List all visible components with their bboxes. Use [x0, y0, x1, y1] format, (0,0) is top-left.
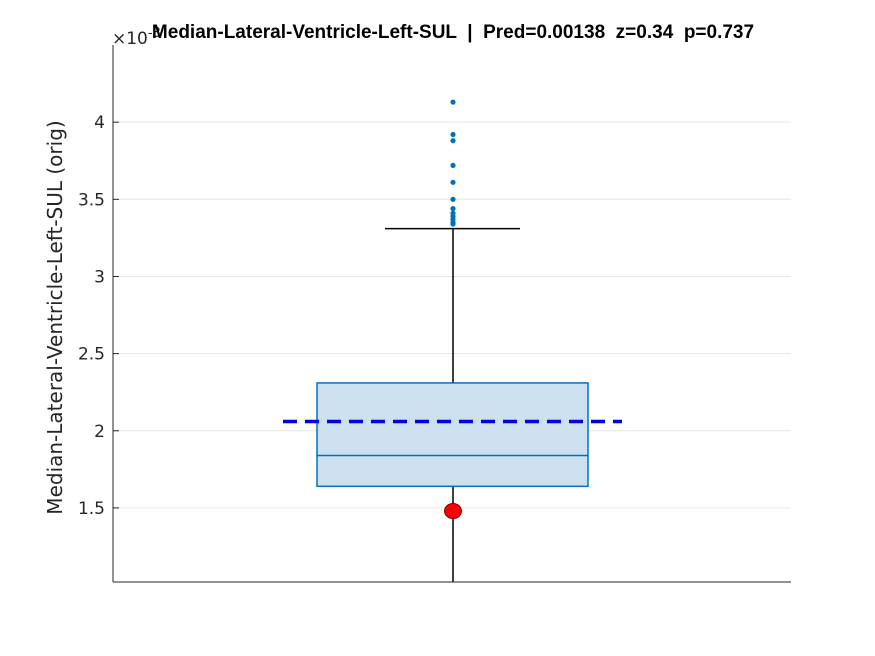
- box-plot: [283, 99, 622, 582]
- outlier-point: [450, 99, 456, 105]
- outlier-point: [450, 210, 456, 216]
- outlier-point: [450, 131, 456, 138]
- y-tick-label: 4: [94, 113, 105, 133]
- outlier-point: [450, 196, 456, 202]
- outlier-point: [450, 205, 456, 212]
- chart-title: Median-Lateral-Ventricle-Left-SUL | Pred…: [152, 22, 754, 43]
- y-multiplier: ×10: [112, 29, 148, 49]
- outlier-point: [450, 138, 456, 144]
- iqr-box: [316, 382, 589, 488]
- outlier-point: [450, 179, 456, 185]
- y-axis-label: Median-Lateral-Ventricle-Left-SUL (orig): [43, 120, 67, 514]
- y-tick-label: 2: [94, 422, 105, 442]
- outlier-point: [450, 162, 456, 168]
- y-tick-label: 3: [94, 267, 105, 287]
- y-tick-label: 2.5: [78, 345, 105, 365]
- prediction-marker: [444, 503, 462, 520]
- y-tick-label: 1.5: [78, 499, 105, 519]
- y-tick-label: 3.5: [78, 190, 105, 210]
- y-ticks: 1.5 2 2.5 3 3.5 4: [78, 113, 119, 519]
- y-exponent-label: ×10-3: [112, 26, 161, 49]
- y-exponent: -3: [148, 26, 161, 41]
- axes: [112, 45, 791, 583]
